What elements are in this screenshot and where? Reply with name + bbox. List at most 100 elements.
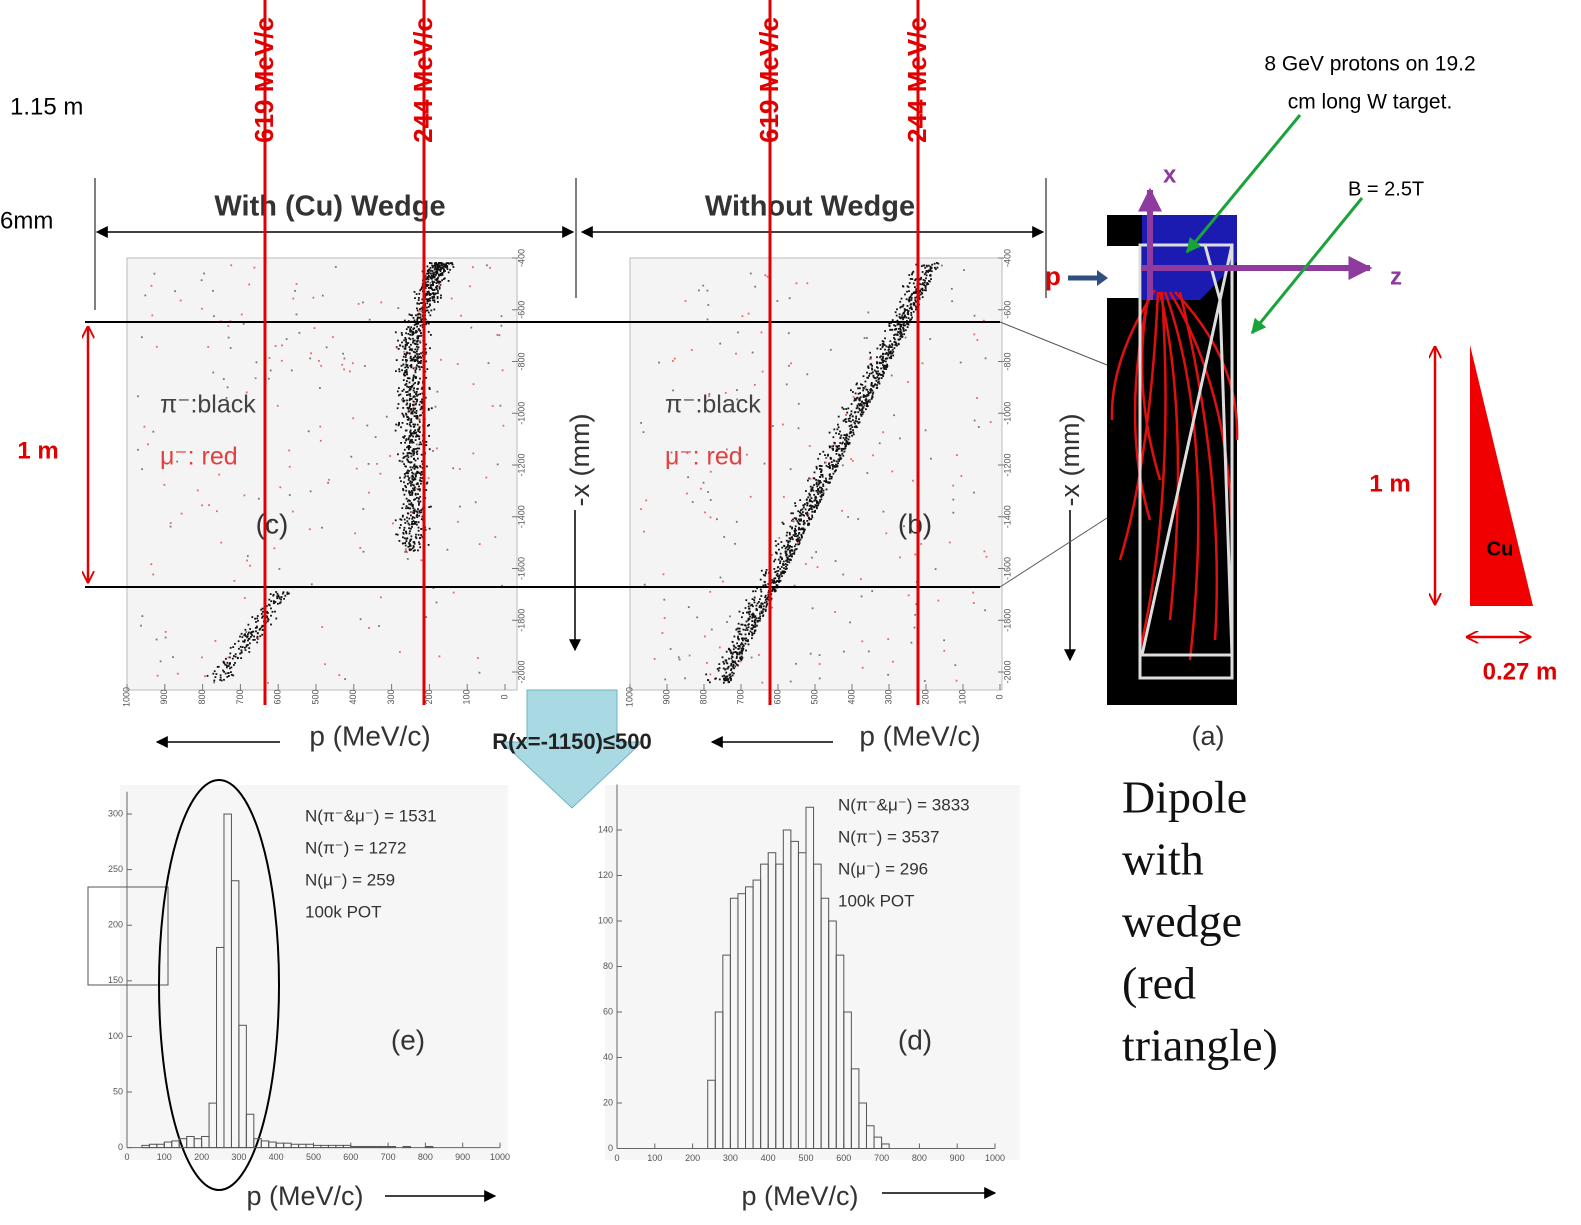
scatter-dot — [794, 528, 796, 530]
scatter-dot — [225, 673, 227, 675]
beam-arrowhead — [1097, 270, 1108, 286]
scatter-dot — [863, 388, 865, 390]
scatter-dot — [221, 680, 223, 682]
scatter-dot — [704, 636, 706, 638]
scatter-dot — [861, 415, 863, 417]
momentum-label: 244 MeV/c — [902, 17, 932, 143]
scatter-dot — [218, 474, 220, 476]
x-tick-label: 500 — [809, 689, 819, 704]
scatter-dot — [410, 430, 412, 432]
scatter-dot — [501, 315, 503, 317]
scatter-dot — [829, 478, 831, 480]
scatter-dot — [401, 334, 403, 336]
scatter-dot — [723, 663, 725, 665]
scatter-dot — [415, 466, 417, 468]
scatter-dot — [885, 361, 887, 363]
scatter-dot — [674, 358, 676, 360]
scatter-dot — [402, 536, 404, 538]
scatter-dot — [309, 528, 311, 530]
scatter-dot — [914, 304, 916, 306]
scatter-dot — [405, 430, 407, 432]
scatter-dot — [409, 353, 411, 355]
scatter-dot — [832, 468, 834, 470]
scatter-dot — [834, 460, 836, 462]
scatter-dot — [408, 518, 410, 520]
scatter-dot — [419, 543, 421, 545]
scatter-dot — [640, 508, 642, 510]
scatter-dot — [811, 515, 813, 517]
scatter-dot — [735, 651, 737, 653]
scatter-dot — [984, 551, 986, 553]
scatter-dot — [403, 389, 405, 391]
scatter-dot — [405, 339, 407, 341]
scatter-dot — [400, 460, 402, 462]
scatter-dot — [410, 344, 412, 346]
scatter-dot — [779, 577, 781, 579]
scatter-dot — [234, 662, 236, 664]
scatter-dot — [406, 520, 408, 522]
x-axis-label: p (MeV/c) — [309, 720, 430, 751]
scatter-dot — [437, 277, 439, 279]
scatter-dot — [764, 602, 766, 604]
scatter-dot — [437, 290, 439, 292]
scatter-dot — [795, 519, 797, 521]
scatter-dot — [420, 335, 422, 337]
scatter-dot — [408, 503, 410, 505]
scatter-dot — [824, 454, 826, 456]
scatter-dot — [856, 383, 858, 385]
scatter-dot — [853, 422, 855, 424]
scatter-dot — [404, 522, 406, 524]
x-tick-label: 500 — [306, 1152, 321, 1162]
scatter-dot — [395, 424, 397, 426]
scatter-dot — [837, 446, 839, 448]
scatter-dot — [432, 297, 434, 299]
scatter-dot — [760, 591, 762, 593]
scatter-dot — [726, 662, 728, 664]
scatter-dot — [736, 642, 738, 644]
scatter-dot — [787, 559, 789, 561]
scatter-dot — [156, 346, 158, 348]
scatter-dot — [852, 419, 854, 421]
scatter-dot — [797, 539, 799, 541]
scatter-dot — [410, 357, 412, 359]
scatter-dot — [405, 507, 407, 509]
scatter-dot — [739, 651, 741, 653]
scatter-dot — [807, 503, 809, 505]
scatter-dot — [920, 283, 922, 285]
scatter-dot — [752, 598, 754, 600]
scatter-dot — [405, 413, 407, 415]
scatter-dot — [405, 384, 407, 386]
scatter-dot — [899, 557, 901, 559]
x-tick-label: 1000 — [985, 1153, 1005, 1163]
scatter-dot — [902, 318, 904, 320]
scatter-dot — [417, 493, 419, 495]
scatter-dot — [420, 314, 422, 316]
scatter-dot — [308, 430, 310, 432]
scatter-dot — [775, 540, 777, 542]
scatter-dot — [429, 293, 431, 295]
scatter-dot — [418, 297, 420, 299]
scatter-dot — [786, 384, 788, 386]
scatter-dot — [420, 534, 422, 536]
scatter-dot — [741, 648, 743, 650]
scatter-dot — [935, 268, 937, 270]
scatter-dot — [685, 300, 687, 302]
scatter-dot — [832, 464, 834, 466]
scatter-dot — [705, 674, 707, 676]
scatter-dot — [897, 331, 899, 333]
scatter-dot — [730, 665, 732, 667]
scatter-dot — [806, 282, 808, 284]
scatter-dot — [911, 299, 913, 301]
scatter-dot — [328, 479, 330, 481]
scatter-dot — [759, 615, 761, 617]
scatter-dot — [911, 274, 913, 276]
scatter-dot — [412, 479, 414, 481]
scatter-dot — [247, 635, 249, 637]
scatter-dot — [431, 407, 433, 409]
scatter-dot — [851, 410, 853, 412]
scatter-dot — [852, 391, 854, 393]
scatter-dot — [811, 557, 813, 559]
scatter-dot — [887, 674, 889, 676]
scatter-dot — [843, 437, 845, 439]
scatter-dot — [416, 364, 418, 366]
